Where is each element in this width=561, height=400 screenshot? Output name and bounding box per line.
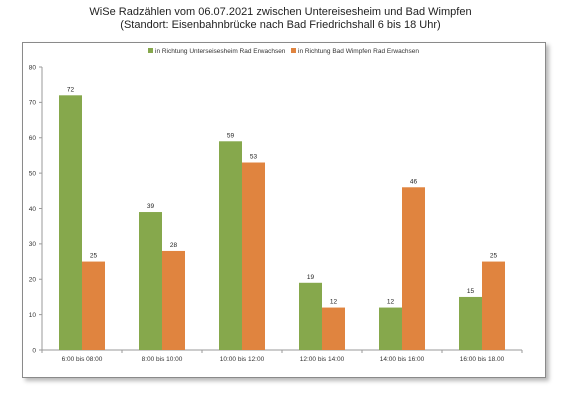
bar-series-1 [219,141,242,350]
x-tick-label: 6:00 bis 08:00 [62,356,103,363]
y-axis: 0 10 20 30 40 50 60 70 80 [29,64,43,354]
bar-series-2 [82,261,105,350]
bars [59,95,505,350]
bar-series-2 [242,162,265,350]
legend-label-2: in Richtung Bad Wimpfen Rad Erwachsen [298,48,419,55]
y-tick-label: 70 [29,100,37,107]
bar-series-2 [322,307,345,350]
bar-series-2 [162,250,185,350]
legend-swatch-2 [291,48,296,53]
x-tick-label: 12:00 bis 14:00 [300,356,345,363]
y-tick-label: 30 [29,241,37,248]
y-tick-label: 60 [29,135,37,142]
bar-series-2 [482,261,505,350]
data-label: 72 [67,86,75,93]
legend: in Richtung Unterseisesheim Rad Erwachse… [148,48,419,55]
chart-title: WiSe Radzählen vom 06.07.2021 zwischen U… [89,6,472,18]
data-label: 19 [307,274,315,281]
data-label: 25 [90,253,98,260]
data-label: 25 [490,253,498,260]
data-label: 53 [250,154,258,161]
bar-series-1 [459,296,482,350]
bar-series-2 [402,187,425,350]
data-labels: 72 25 39 28 59 53 19 12 12 46 15 25 [67,86,498,305]
bar-series-1 [299,282,322,350]
y-tick-label: 10 [29,312,37,319]
data-label: 59 [227,132,235,139]
data-label: 46 [410,178,418,185]
x-tick-label: 8:00 bis 10:00 [142,356,183,363]
x-tick-label: 10:00 bis 12:00 [220,356,265,363]
y-tick-label: 40 [29,206,37,213]
y-tick-label: 0 [32,347,36,354]
bar-series-1 [379,307,402,350]
y-tick-label: 20 [29,277,37,284]
data-label: 12 [330,299,338,306]
y-tick-label: 50 [29,170,37,177]
x-axis: 6:00 bis 08:00 8:00 bis 10:00 10:00 bis 12… [41,349,523,363]
x-tick-label: 16:00 bis 18.00 [460,356,505,363]
data-label: 39 [147,203,155,210]
bar-series-1 [139,212,162,350]
legend-label-1: in Richtung Unterseisesheim Rad Erwachse… [155,48,286,55]
chart-subtitle: (Standort: Eisenbahnbrücke nach Bad Frie… [120,19,441,31]
data-label: 15 [467,288,475,295]
legend-swatch-1 [148,48,153,53]
chart-frame [22,42,546,378]
data-label: 12 [387,299,395,306]
y-tick-label: 80 [29,64,37,71]
data-label: 28 [170,242,178,249]
bar-series-1 [59,95,82,350]
x-tick-label: 14:00 bis 16:00 [380,356,425,363]
